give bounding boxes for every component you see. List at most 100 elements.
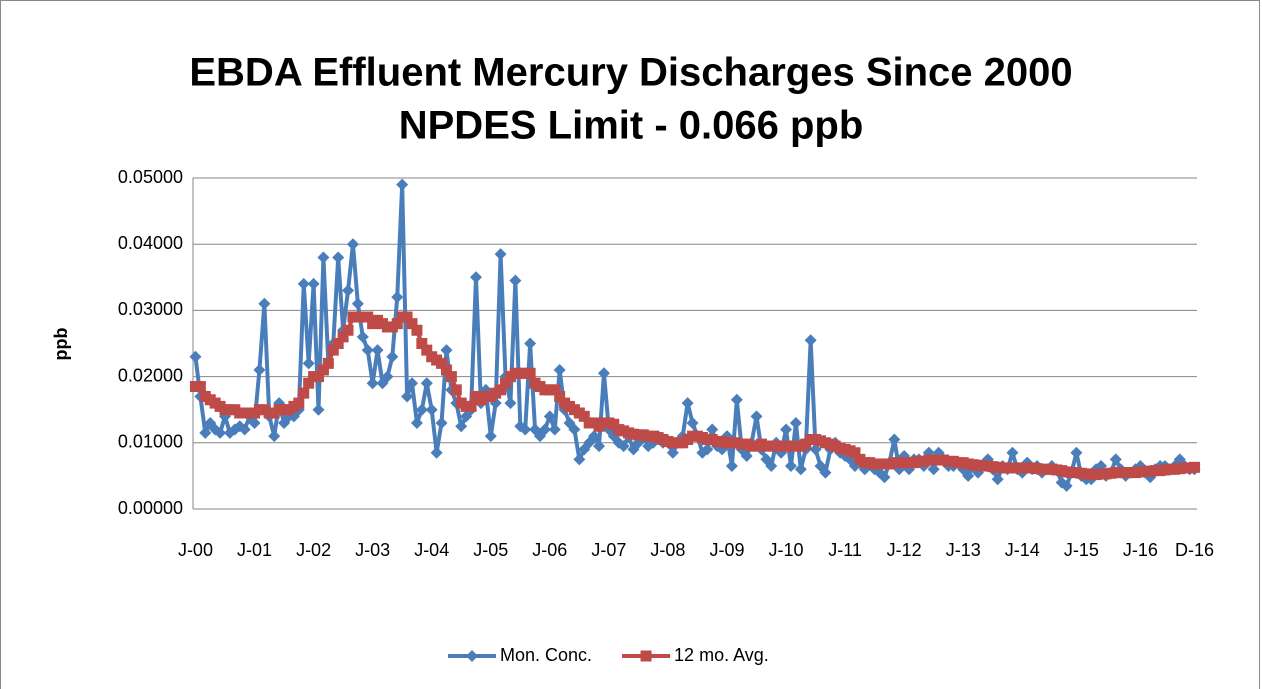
data-point (878, 471, 891, 484)
data-point (597, 367, 610, 380)
data-point (730, 393, 743, 406)
data-point (681, 397, 694, 410)
x-tick-label: J-04 (414, 540, 449, 560)
data-point (317, 251, 330, 264)
data-point (1109, 453, 1122, 466)
data-point (361, 344, 374, 357)
data-point (450, 384, 462, 396)
data-point (455, 420, 468, 433)
data-point (298, 387, 310, 399)
data-point (332, 251, 345, 264)
x-tick-label: J-15 (1064, 540, 1099, 560)
data-point (543, 410, 556, 423)
data-point (297, 277, 310, 290)
data-point (366, 377, 379, 390)
x-tick-label: J-09 (709, 540, 744, 560)
data-point (411, 324, 423, 336)
data-point (593, 440, 606, 453)
data-point (789, 416, 802, 429)
data-point (248, 416, 261, 429)
data-point (1060, 479, 1073, 492)
legend-marker (640, 650, 652, 662)
x-tick-label: D-16 (1175, 540, 1214, 560)
data-point (666, 446, 679, 459)
data-point (538, 423, 551, 436)
data-point (588, 430, 601, 443)
data-point (342, 324, 354, 336)
data-point (293, 397, 305, 409)
x-tick-label: J-02 (296, 540, 331, 560)
data-point (303, 377, 315, 389)
legend-marker (466, 650, 478, 662)
data-point (332, 338, 344, 349)
data-point (1006, 446, 1019, 459)
data-point (765, 459, 778, 472)
data-point (849, 447, 861, 459)
data-point (302, 357, 315, 370)
data-point (406, 318, 418, 330)
legend-label: 12 mo. Avg. (674, 645, 769, 665)
data-point (356, 330, 369, 343)
data-point (194, 381, 206, 393)
data-point (214, 426, 227, 439)
x-tick-label: J-06 (532, 540, 567, 560)
data-point (313, 371, 324, 383)
x-tick-label: J-01 (237, 540, 272, 560)
data-point (804, 334, 817, 347)
data-point (524, 367, 536, 379)
data-point (445, 371, 457, 383)
y-tick-label: 0.03000 (118, 299, 183, 319)
y-tick-label: 0.04000 (118, 233, 183, 253)
data-point (819, 466, 832, 479)
data-point (342, 284, 355, 297)
x-tick-label: J-11 (828, 540, 862, 560)
data-point (430, 446, 443, 459)
x-tick-label: J-12 (887, 540, 922, 560)
data-point (337, 331, 349, 343)
data-point (351, 297, 364, 310)
chart-title: EBDA Effluent Mercury Discharges Since 2… (189, 51, 1072, 95)
data-point (706, 423, 719, 436)
data-point (381, 370, 394, 383)
data-point (386, 350, 399, 363)
data-point (401, 390, 414, 403)
data-point (258, 297, 271, 310)
data-point (435, 416, 448, 429)
data-point (740, 450, 753, 463)
data-point (238, 423, 251, 436)
y-axis-label: ppb (51, 328, 71, 361)
data-point (327, 344, 339, 356)
data-point (494, 248, 507, 261)
data-point (410, 416, 423, 429)
data-point (307, 277, 320, 290)
y-tick-label: 0.00000 (118, 498, 183, 518)
chart-subtitle: NPDES Limit - 0.066 ppb (399, 104, 864, 148)
data-point (686, 416, 699, 429)
data-point (421, 344, 433, 356)
data-point (420, 377, 433, 390)
data-point (396, 178, 409, 191)
data-point (500, 377, 512, 389)
data-point (322, 357, 334, 369)
data-point (268, 430, 281, 443)
data-point (199, 426, 212, 439)
x-tick-label: J-07 (591, 540, 626, 560)
x-tick-label: J-03 (355, 540, 390, 560)
data-point (440, 364, 452, 376)
data-point (794, 463, 807, 476)
x-tick-label: J-08 (650, 540, 685, 560)
data-point (189, 350, 202, 363)
data-point (784, 459, 797, 472)
data-point (391, 291, 404, 304)
data-point (317, 364, 329, 376)
data-point (888, 433, 901, 446)
data-point (725, 459, 738, 472)
data-point (425, 403, 438, 416)
data-point (617, 440, 630, 453)
data-point (362, 311, 374, 323)
y-tick-label: 0.05000 (118, 167, 183, 187)
y-tick-label: 0.01000 (118, 432, 183, 452)
legend-label: Mon. Conc. (500, 645, 592, 665)
